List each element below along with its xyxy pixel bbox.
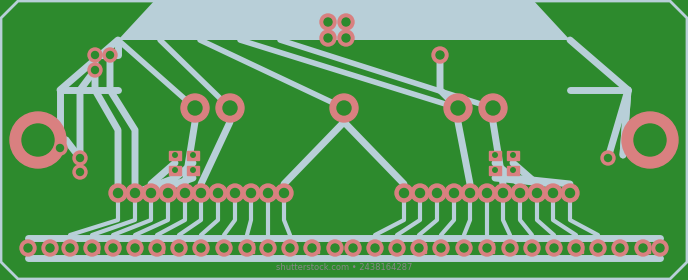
Circle shape — [126, 184, 144, 202]
Circle shape — [286, 244, 294, 252]
Circle shape — [594, 244, 602, 252]
Circle shape — [92, 52, 98, 59]
Circle shape — [327, 240, 343, 256]
Circle shape — [371, 244, 379, 252]
Circle shape — [304, 240, 320, 256]
Circle shape — [223, 101, 237, 115]
Circle shape — [515, 188, 524, 197]
Circle shape — [53, 141, 67, 155]
Circle shape — [395, 184, 413, 202]
Circle shape — [56, 144, 63, 151]
Circle shape — [367, 240, 383, 256]
Circle shape — [246, 188, 255, 197]
Circle shape — [415, 244, 423, 252]
Circle shape — [479, 240, 495, 256]
Bar — [507, 151, 519, 160]
Circle shape — [308, 244, 316, 252]
Circle shape — [337, 101, 351, 115]
Circle shape — [493, 168, 497, 172]
Bar — [187, 151, 199, 160]
Circle shape — [411, 240, 427, 256]
Circle shape — [572, 244, 580, 252]
Circle shape — [88, 48, 102, 62]
Circle shape — [197, 244, 205, 252]
Circle shape — [634, 124, 666, 156]
Circle shape — [436, 51, 444, 59]
Circle shape — [494, 184, 512, 202]
Circle shape — [550, 244, 558, 252]
Polygon shape — [118, 0, 570, 40]
Bar — [169, 151, 181, 160]
Circle shape — [330, 94, 358, 122]
Circle shape — [331, 244, 339, 252]
Circle shape — [73, 151, 87, 165]
Circle shape — [142, 184, 160, 202]
Circle shape — [209, 184, 227, 202]
Circle shape — [656, 244, 664, 252]
Circle shape — [46, 244, 54, 252]
Circle shape — [216, 240, 232, 256]
Circle shape — [502, 240, 518, 256]
Circle shape — [506, 244, 514, 252]
Circle shape — [264, 244, 272, 252]
Circle shape — [433, 188, 442, 197]
Bar — [187, 165, 199, 174]
Circle shape — [349, 244, 357, 252]
Bar — [241, 243, 253, 253]
Circle shape — [449, 188, 458, 197]
Circle shape — [510, 168, 515, 172]
Circle shape — [88, 63, 102, 77]
Circle shape — [393, 244, 401, 252]
Circle shape — [437, 244, 445, 252]
Circle shape — [88, 244, 96, 252]
Bar — [489, 151, 501, 160]
Circle shape — [181, 94, 209, 122]
Circle shape — [114, 188, 122, 197]
Bar — [413, 243, 425, 253]
Circle shape — [20, 240, 36, 256]
Bar — [507, 165, 519, 174]
Circle shape — [641, 246, 645, 251]
Circle shape — [546, 240, 562, 256]
Circle shape — [282, 240, 298, 256]
Circle shape — [180, 188, 189, 197]
Circle shape — [89, 246, 94, 251]
Circle shape — [191, 168, 195, 172]
Circle shape — [216, 94, 244, 122]
Circle shape — [76, 169, 83, 176]
Circle shape — [264, 188, 272, 197]
Circle shape — [544, 184, 562, 202]
Circle shape — [109, 244, 117, 252]
Circle shape — [176, 184, 194, 202]
Circle shape — [639, 244, 647, 252]
Circle shape — [103, 48, 117, 62]
Circle shape — [411, 184, 429, 202]
Circle shape — [605, 155, 612, 162]
Circle shape — [73, 165, 87, 179]
Circle shape — [320, 14, 336, 30]
Circle shape — [324, 34, 332, 42]
Circle shape — [338, 30, 354, 46]
Circle shape — [131, 244, 139, 252]
Circle shape — [601, 151, 615, 165]
Bar — [169, 165, 181, 174]
Circle shape — [528, 244, 536, 252]
Circle shape — [243, 244, 251, 252]
Circle shape — [483, 244, 491, 252]
Circle shape — [486, 101, 500, 115]
Circle shape — [574, 246, 579, 251]
Circle shape — [193, 240, 209, 256]
Circle shape — [479, 94, 507, 122]
Circle shape — [566, 188, 574, 197]
Circle shape — [230, 188, 239, 197]
Bar — [151, 243, 164, 253]
Circle shape — [192, 184, 210, 202]
Circle shape — [226, 184, 244, 202]
Circle shape — [568, 240, 584, 256]
Text: shutterstock.com • 2438164287: shutterstock.com • 2438164287 — [276, 263, 412, 272]
Circle shape — [345, 240, 361, 256]
Circle shape — [10, 112, 66, 168]
Circle shape — [324, 18, 332, 26]
Circle shape — [482, 188, 491, 197]
